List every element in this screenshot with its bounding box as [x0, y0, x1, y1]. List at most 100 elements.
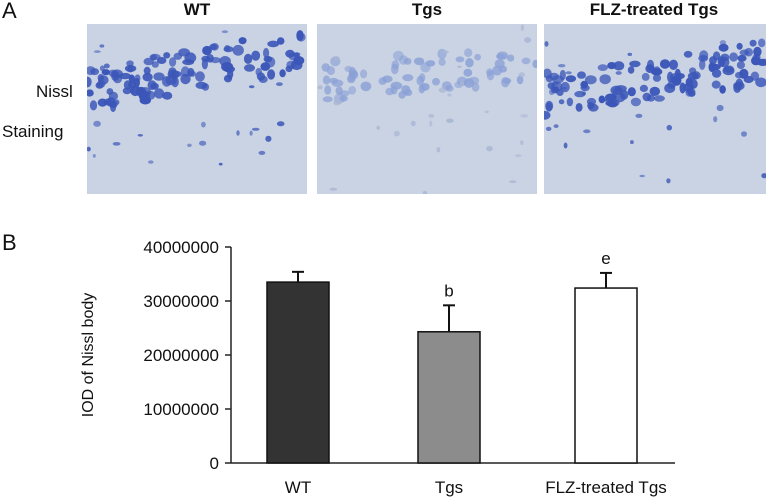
glial-cell: [422, 190, 428, 194]
glial-cell: [520, 140, 524, 145]
neuron-cell: [659, 59, 671, 69]
y-tick-label: 10000000: [143, 400, 219, 419]
micrograph-flz-treated-tgs: [544, 24, 766, 194]
neuron-cell: [752, 54, 761, 61]
neuron-cell: [126, 60, 134, 67]
neuron-cell: [128, 74, 135, 83]
micrograph-wt: [87, 24, 307, 194]
glial-cell: [317, 85, 323, 90]
glial-cell: [635, 113, 643, 118]
neuron-cell: [507, 54, 515, 62]
glial-cell: [221, 30, 229, 34]
neuron-cell: [649, 86, 661, 96]
bar: [417, 331, 481, 464]
neuron-cell: [653, 95, 665, 102]
neuron-cell: [560, 81, 570, 93]
glial-cell: [627, 52, 633, 56]
neuron-cell: [195, 71, 205, 82]
neuron-cell: [733, 82, 742, 93]
glial-cell: [741, 131, 747, 137]
glial-cell: [103, 63, 110, 69]
micrograph-background: [87, 24, 307, 194]
neuron-cell: [559, 69, 566, 81]
neuron-cell: [455, 56, 465, 63]
neuron-cell: [755, 77, 766, 88]
neuron-cell: [679, 82, 686, 94]
y-tick-label: 0: [210, 454, 219, 473]
neuron-cell: [599, 74, 611, 85]
neuron-cell: [293, 56, 305, 65]
neuron-cell: [390, 81, 403, 90]
neuron-cell: [736, 42, 743, 50]
glial-cell: [553, 124, 559, 128]
column-header-wt: WT: [183, 0, 211, 19]
neuron-cell: [156, 57, 167, 64]
glial-cell: [457, 65, 462, 68]
neuron-cell: [150, 54, 157, 61]
neuron-cell: [108, 91, 118, 101]
glial-cell: [148, 160, 154, 164]
glial-cell: [515, 154, 522, 157]
neuron-cell: [464, 48, 473, 58]
neuron-cell: [630, 97, 641, 107]
glial-cell: [393, 130, 400, 137]
neuron-cell: [717, 56, 726, 67]
glial-cell: [558, 99, 565, 105]
glial-cell: [130, 89, 134, 94]
row-label-nissl: Nissl: [36, 82, 73, 101]
neuron-cell: [285, 49, 295, 58]
neuron-cell: [711, 69, 722, 78]
neuron-cell: [331, 79, 344, 87]
neuron-cell: [545, 102, 553, 112]
neuron-cell: [224, 45, 231, 52]
glial-cell: [520, 24, 524, 31]
neuron-cell: [335, 86, 343, 96]
neuron-cell: [87, 89, 94, 97]
neuron-cell: [627, 66, 635, 74]
panel-b-letter: B: [2, 230, 17, 255]
neuron-cell: [223, 74, 233, 83]
neuron-cell: [348, 86, 357, 95]
neuron-cell: [465, 58, 474, 68]
neuron-cell: [432, 77, 440, 86]
neuron-cell: [544, 110, 551, 120]
glial-cell: [249, 130, 253, 136]
neuron-cell: [729, 52, 738, 62]
neuron-cell: [167, 69, 180, 80]
neuron-cell: [267, 40, 280, 48]
neuron-cell: [276, 37, 285, 45]
glial-cell: [719, 40, 726, 46]
neuron-cell: [404, 89, 413, 97]
neuron-cell: [496, 51, 509, 60]
glial-cell: [137, 134, 143, 137]
glial-cell: [612, 88, 618, 95]
micrograph-tgs: [317, 24, 537, 194]
neuron-cell: [468, 76, 480, 85]
neuron-cell: [128, 80, 137, 89]
glial-cell: [428, 114, 435, 118]
glial-cell: [248, 85, 255, 89]
glial-cell: [551, 81, 559, 86]
neuron-cell: [324, 85, 332, 95]
neuron-cell: [712, 51, 721, 61]
glial-cell: [486, 145, 493, 152]
glial-cell: [429, 120, 433, 127]
glial-cell: [276, 82, 283, 86]
neuron-cell: [674, 68, 681, 80]
neuron-cell: [758, 38, 766, 48]
glial-cell: [639, 174, 645, 178]
neuron-cell: [360, 81, 372, 92]
neuron-cell: [184, 52, 197, 63]
neuron-cell: [627, 87, 636, 97]
neuron-cell: [244, 64, 255, 72]
y-tick-label: 30000000: [143, 292, 219, 311]
neuron-cell: [629, 60, 641, 68]
neuron-cell: [263, 47, 270, 59]
neuron-cell: [499, 65, 507, 73]
neuron-cell: [669, 59, 678, 70]
neuron-cell: [711, 80, 721, 89]
neuron-cell: [147, 80, 157, 90]
neuron-cell: [279, 69, 286, 78]
neuron-cell: [154, 88, 165, 99]
